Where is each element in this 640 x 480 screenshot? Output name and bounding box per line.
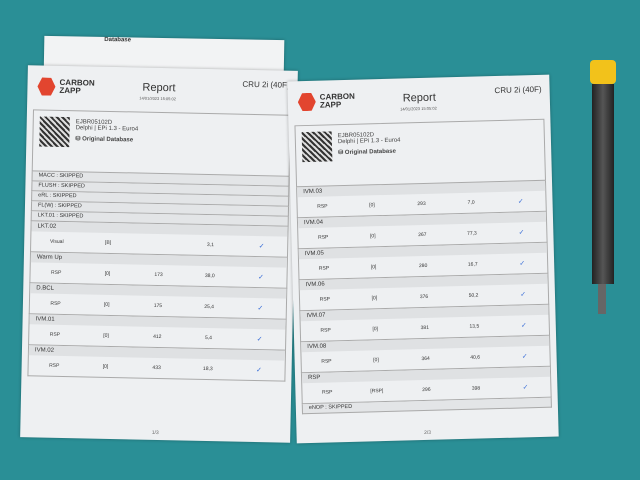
test-reference: 267 (418, 231, 427, 239)
check-icon: ✓ (255, 367, 262, 375)
test-mode: RSP (320, 327, 331, 334)
database-label: ⛁ Original Database (338, 148, 396, 157)
carbon-zapp-logo: CARBON ZAPP (298, 91, 364, 111)
database-label: ⛁ Original Database (75, 136, 134, 144)
check-icon: ✓ (257, 274, 264, 282)
test-reference: 376 (419, 293, 429, 301)
test-mode: RSP (49, 331, 61, 338)
injector-nozzle (598, 284, 606, 314)
check-icon: ✓ (519, 260, 526, 268)
test-mode: RSP (321, 358, 332, 365)
test-flag: [0] (371, 295, 378, 302)
report-title: Report (142, 81, 176, 95)
test-value: 40,6 (470, 354, 481, 361)
test-reference (134, 243, 185, 244)
test-flag: [0] (369, 202, 375, 209)
test-reference: 280 (418, 262, 428, 270)
report-sheet-page-2: CARBON ZAPP Report 14/01/2023 15:05:02 C… (287, 74, 559, 444)
test-value: 3,1 (206, 242, 214, 249)
test-mode: RSP (50, 269, 62, 276)
database-text: Original Database (344, 148, 396, 157)
report-date: 14/01/2023 15:05:02 (139, 95, 177, 102)
brand-name: CARBON ZAPP (59, 77, 95, 96)
check-icon: ✓ (521, 353, 528, 361)
check-icon: ✓ (257, 305, 264, 313)
test-value: 18,3 (202, 365, 213, 373)
logo-icon (298, 93, 316, 111)
test-reference: 433 (152, 364, 161, 372)
test-reference: 364 (421, 355, 430, 363)
test-reference: 173 (154, 271, 163, 279)
check-icon: ✓ (520, 322, 527, 330)
test-mode: RSP (322, 389, 333, 396)
brand-name: CARBON ZAPP (319, 91, 355, 110)
fuel-injector (590, 60, 616, 320)
check-icon: ✓ (258, 243, 265, 251)
page-number: 2/3 (423, 429, 432, 437)
report-header: CARBON ZAPP Report 14/01/2023 15:05:02 C… (27, 65, 298, 115)
test-reference: 293 (417, 200, 426, 208)
test-value: 13,5 (469, 323, 480, 330)
test-mode: RSP (317, 234, 329, 241)
test-flag: [0] (370, 264, 377, 271)
injector-body (592, 84, 614, 284)
check-icon: ✓ (518, 229, 525, 237)
test-reference: 175 (153, 302, 163, 310)
check-icon: ✓ (522, 384, 529, 392)
test-mode: RSP (49, 362, 60, 369)
injector-type: Delphi | EPi 1.3 - Euro4 (75, 125, 139, 133)
test-flag: [0] (369, 233, 376, 240)
check-icon: ✓ (517, 198, 524, 206)
qr-code (301, 131, 333, 163)
check-icon: ✓ (256, 336, 263, 344)
report-title: Report (402, 91, 436, 105)
injector-code: EJBR05102D Delphi | EPi 1.3 - Euro4 (337, 132, 401, 146)
carbon-zapp-logo: CARBON ZAPP (37, 77, 103, 96)
test-flag: [RSP] (370, 388, 384, 395)
test-reference: 412 (153, 333, 162, 341)
test-value: 398 (471, 385, 481, 392)
test-reference: 381 (420, 324, 430, 332)
test-block: IVM.02 RSP [0] 433 18,3 ✓ (27, 345, 287, 382)
test-value: 50,2 (468, 292, 479, 299)
injector-info: EJBR05102D Delphi | EPi 1.3 - Euro4 ⛁ Ori… (294, 118, 546, 188)
test-flag: [0] (102, 363, 109, 370)
test-flag: [0] (103, 332, 109, 339)
injector-type: Delphi | EPi 1.3 - Euro4 (337, 137, 401, 146)
test-value: 16,7 (467, 261, 478, 268)
test-reference: 296 (422, 386, 431, 394)
database-fragment: Database (104, 36, 132, 44)
database-text: Original Database (82, 136, 134, 144)
logo-icon (37, 77, 55, 95)
test-flag: [0] (373, 357, 379, 364)
report-sheet-page-1: CARBON ZAPP Report 14/01/2023 15:05:02 C… (20, 65, 298, 443)
injector-cap (590, 60, 616, 84)
test-mode: RSP (317, 203, 328, 210)
test-mode: RSP (318, 265, 330, 272)
test-value: 7,0 (467, 199, 475, 206)
injector-model: CRU 2i (40F) (494, 84, 542, 96)
qr-code (39, 116, 70, 148)
test-value: 77,3 (466, 230, 477, 237)
test-mode: Visual (49, 238, 64, 245)
page-number: 1/3 (151, 429, 159, 437)
injector-info: EJBR05102D Delphi | EPi 1.3 - Euro4 ⛁ Ori… (31, 109, 291, 177)
test-mode: RSP (50, 300, 61, 307)
test-flag: [0] (103, 301, 110, 308)
test-value: 5,4 (204, 334, 213, 342)
check-icon: ✓ (520, 291, 527, 299)
test-flag: [B] (104, 239, 112, 246)
injector-model: CRU 2i (40F) (242, 79, 290, 90)
test-value: 38,0 (204, 272, 215, 280)
report-date: 14/01/2023 15:05:02 (400, 105, 437, 112)
report-header: CARBON ZAPP Report 14/01/2023 15:05:02 C… (287, 75, 550, 126)
test-flag: [0] (372, 326, 379, 333)
test-flag: [0] (104, 270, 111, 277)
test-mode: RSP (319, 296, 331, 303)
injector-code: EJBR05102D Delphi | EPi 1.3 - Euro4 (76, 119, 139, 132)
test-value: 25,4 (204, 303, 215, 311)
